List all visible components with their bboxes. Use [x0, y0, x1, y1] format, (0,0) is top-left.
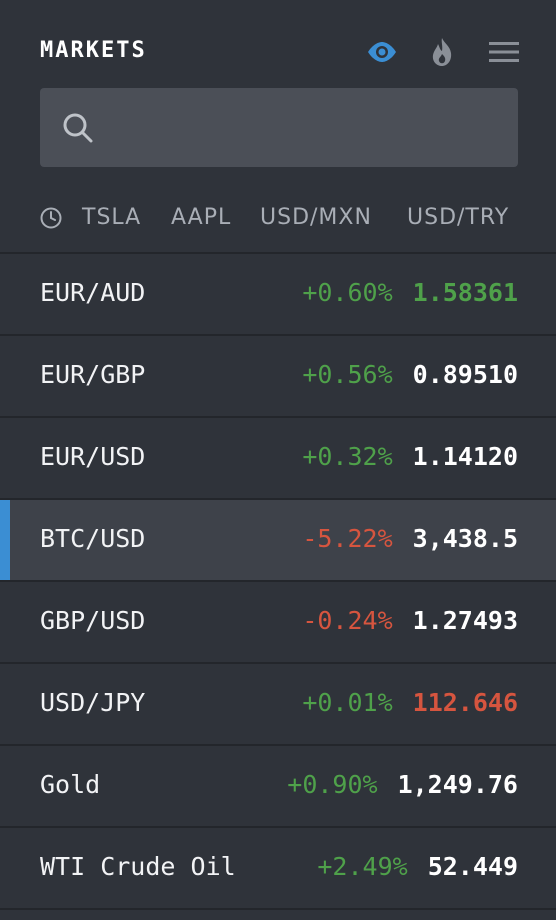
market-row-gold[interactable]: Gold +0.90% 1,249.76 [0, 746, 556, 828]
search-box[interactable] [40, 88, 518, 169]
market-change: +0.56% [302, 360, 393, 389]
market-price: 112.646 [412, 688, 518, 717]
selected-marker [0, 500, 10, 580]
market-change: -5.22% [302, 524, 393, 553]
market-row-wti-crude-oil[interactable]: WTI Crude Oil +2.49% 52.449 [0, 828, 556, 910]
market-name: WTI Crude Oil [40, 852, 236, 881]
market-price: 1.27493 [412, 606, 518, 635]
market-change: -0.24% [302, 606, 393, 635]
market-change: +0.32% [302, 442, 393, 471]
market-price: 1,249.76 [397, 770, 518, 799]
header: MARKETS [0, 0, 556, 88]
market-name: EUR/USD [40, 442, 146, 471]
market-row-gbp-usd[interactable]: GBP/USD -0.24% 1.27493 [0, 582, 556, 664]
market-price: 3,438.5 [412, 524, 518, 553]
search-icon [62, 112, 94, 148]
market-change: +2.49% [317, 852, 408, 881]
market-price: 0.89510 [412, 360, 518, 389]
markets-list: EUR/AUD +0.60% 1.58361 EUR/GBP +0.56% 0.… [0, 254, 556, 910]
clock-icon[interactable] [40, 207, 62, 233]
flame-icon[interactable] [424, 34, 460, 70]
market-change: +0.60% [302, 278, 393, 307]
menu-icon[interactable] [486, 34, 522, 70]
search-input[interactable] [110, 88, 504, 169]
market-change: +0.90% [287, 770, 378, 799]
market-row-btc-usd[interactable]: BTC/USD -5.22% 3,438.5 [0, 500, 556, 582]
page-title: MARKETS [40, 38, 147, 63]
market-row-eur-gbp[interactable]: EUR/GBP +0.56% 0.89510 [0, 336, 556, 418]
quick-link-usd-try[interactable]: USD/TRY [407, 205, 510, 230]
market-name: EUR/AUD [40, 278, 146, 307]
quick-link-tsla[interactable]: TSLA [82, 205, 142, 230]
market-change: +0.01% [302, 688, 393, 717]
market-row-eur-aud[interactable]: EUR/AUD +0.60% 1.58361 [0, 254, 556, 336]
quick-links-bar: TSLA AAPL USD/MXN USD/TRY [0, 185, 556, 254]
quick-link-usd-mxn[interactable]: USD/MXN [260, 205, 372, 230]
eye-icon[interactable] [364, 34, 400, 70]
market-price: 1.58361 [412, 278, 518, 307]
market-name: EUR/GBP [40, 360, 146, 389]
market-price: 1.14120 [412, 442, 518, 471]
market-row-eur-usd[interactable]: EUR/USD +0.32% 1.14120 [0, 418, 556, 500]
market-row-usd-jpy[interactable]: USD/JPY +0.01% 112.646 [0, 664, 556, 746]
quick-link-aapl[interactable]: AAPL [171, 205, 232, 230]
market-name: Gold [40, 770, 101, 799]
market-name: BTC/USD [40, 524, 146, 553]
market-price: 52.449 [427, 852, 518, 881]
market-name: GBP/USD [40, 606, 146, 635]
market-name: USD/JPY [40, 688, 146, 717]
